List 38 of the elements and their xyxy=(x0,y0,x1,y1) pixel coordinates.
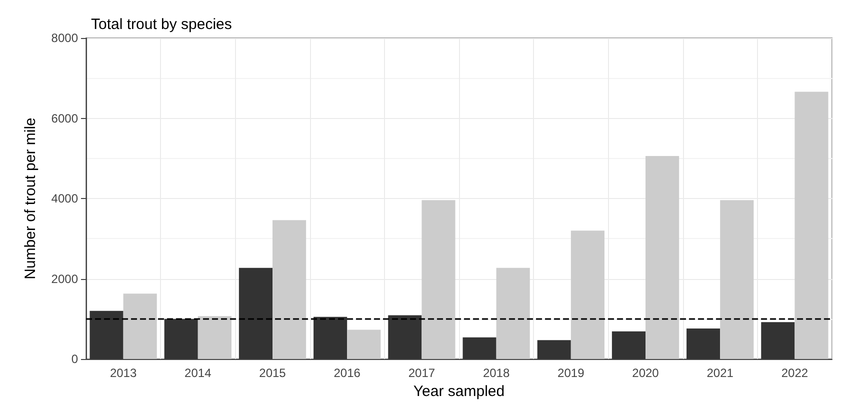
x-tick-label: 2019 xyxy=(558,366,585,380)
bar xyxy=(238,268,272,359)
x-tick-label: 2013 xyxy=(110,366,137,380)
x-tick-label: 2021 xyxy=(706,366,734,380)
chart-title: Total trout by species xyxy=(91,16,232,33)
bar xyxy=(90,310,124,359)
bar xyxy=(347,330,381,359)
y-tick-label: 0 xyxy=(71,352,78,366)
bar xyxy=(686,328,720,359)
bar xyxy=(198,316,232,359)
bar xyxy=(462,337,496,359)
bar xyxy=(164,318,198,359)
bar xyxy=(794,92,828,359)
x-tick-label: 2018 xyxy=(482,366,510,380)
bar xyxy=(537,340,571,359)
bar xyxy=(570,230,604,359)
y-tick-label: 4000 xyxy=(51,192,78,206)
x-tick-label: 2014 xyxy=(184,366,212,380)
x-tick-label: 2015 xyxy=(259,366,286,380)
bar xyxy=(314,316,348,359)
bar xyxy=(123,294,157,359)
bar xyxy=(388,315,422,359)
bar xyxy=(720,200,754,359)
y-tick-label: 8000 xyxy=(51,31,78,45)
y-tick-label: 6000 xyxy=(51,111,78,126)
bar xyxy=(496,268,530,359)
bar xyxy=(761,322,795,359)
bar xyxy=(612,331,646,359)
bar xyxy=(272,220,306,359)
x-tick-label: 2016 xyxy=(334,366,361,380)
bar xyxy=(422,200,456,359)
bar xyxy=(646,156,680,359)
x-tick-label: 2020 xyxy=(632,366,660,380)
y-axis-title: Number of trout per mile xyxy=(22,118,39,280)
y-tick-label: 2000 xyxy=(51,272,78,286)
x-tick-label: 2017 xyxy=(408,366,436,380)
x-axis-title: Year sampled xyxy=(413,382,505,400)
x-tick-label: 2022 xyxy=(781,366,808,380)
